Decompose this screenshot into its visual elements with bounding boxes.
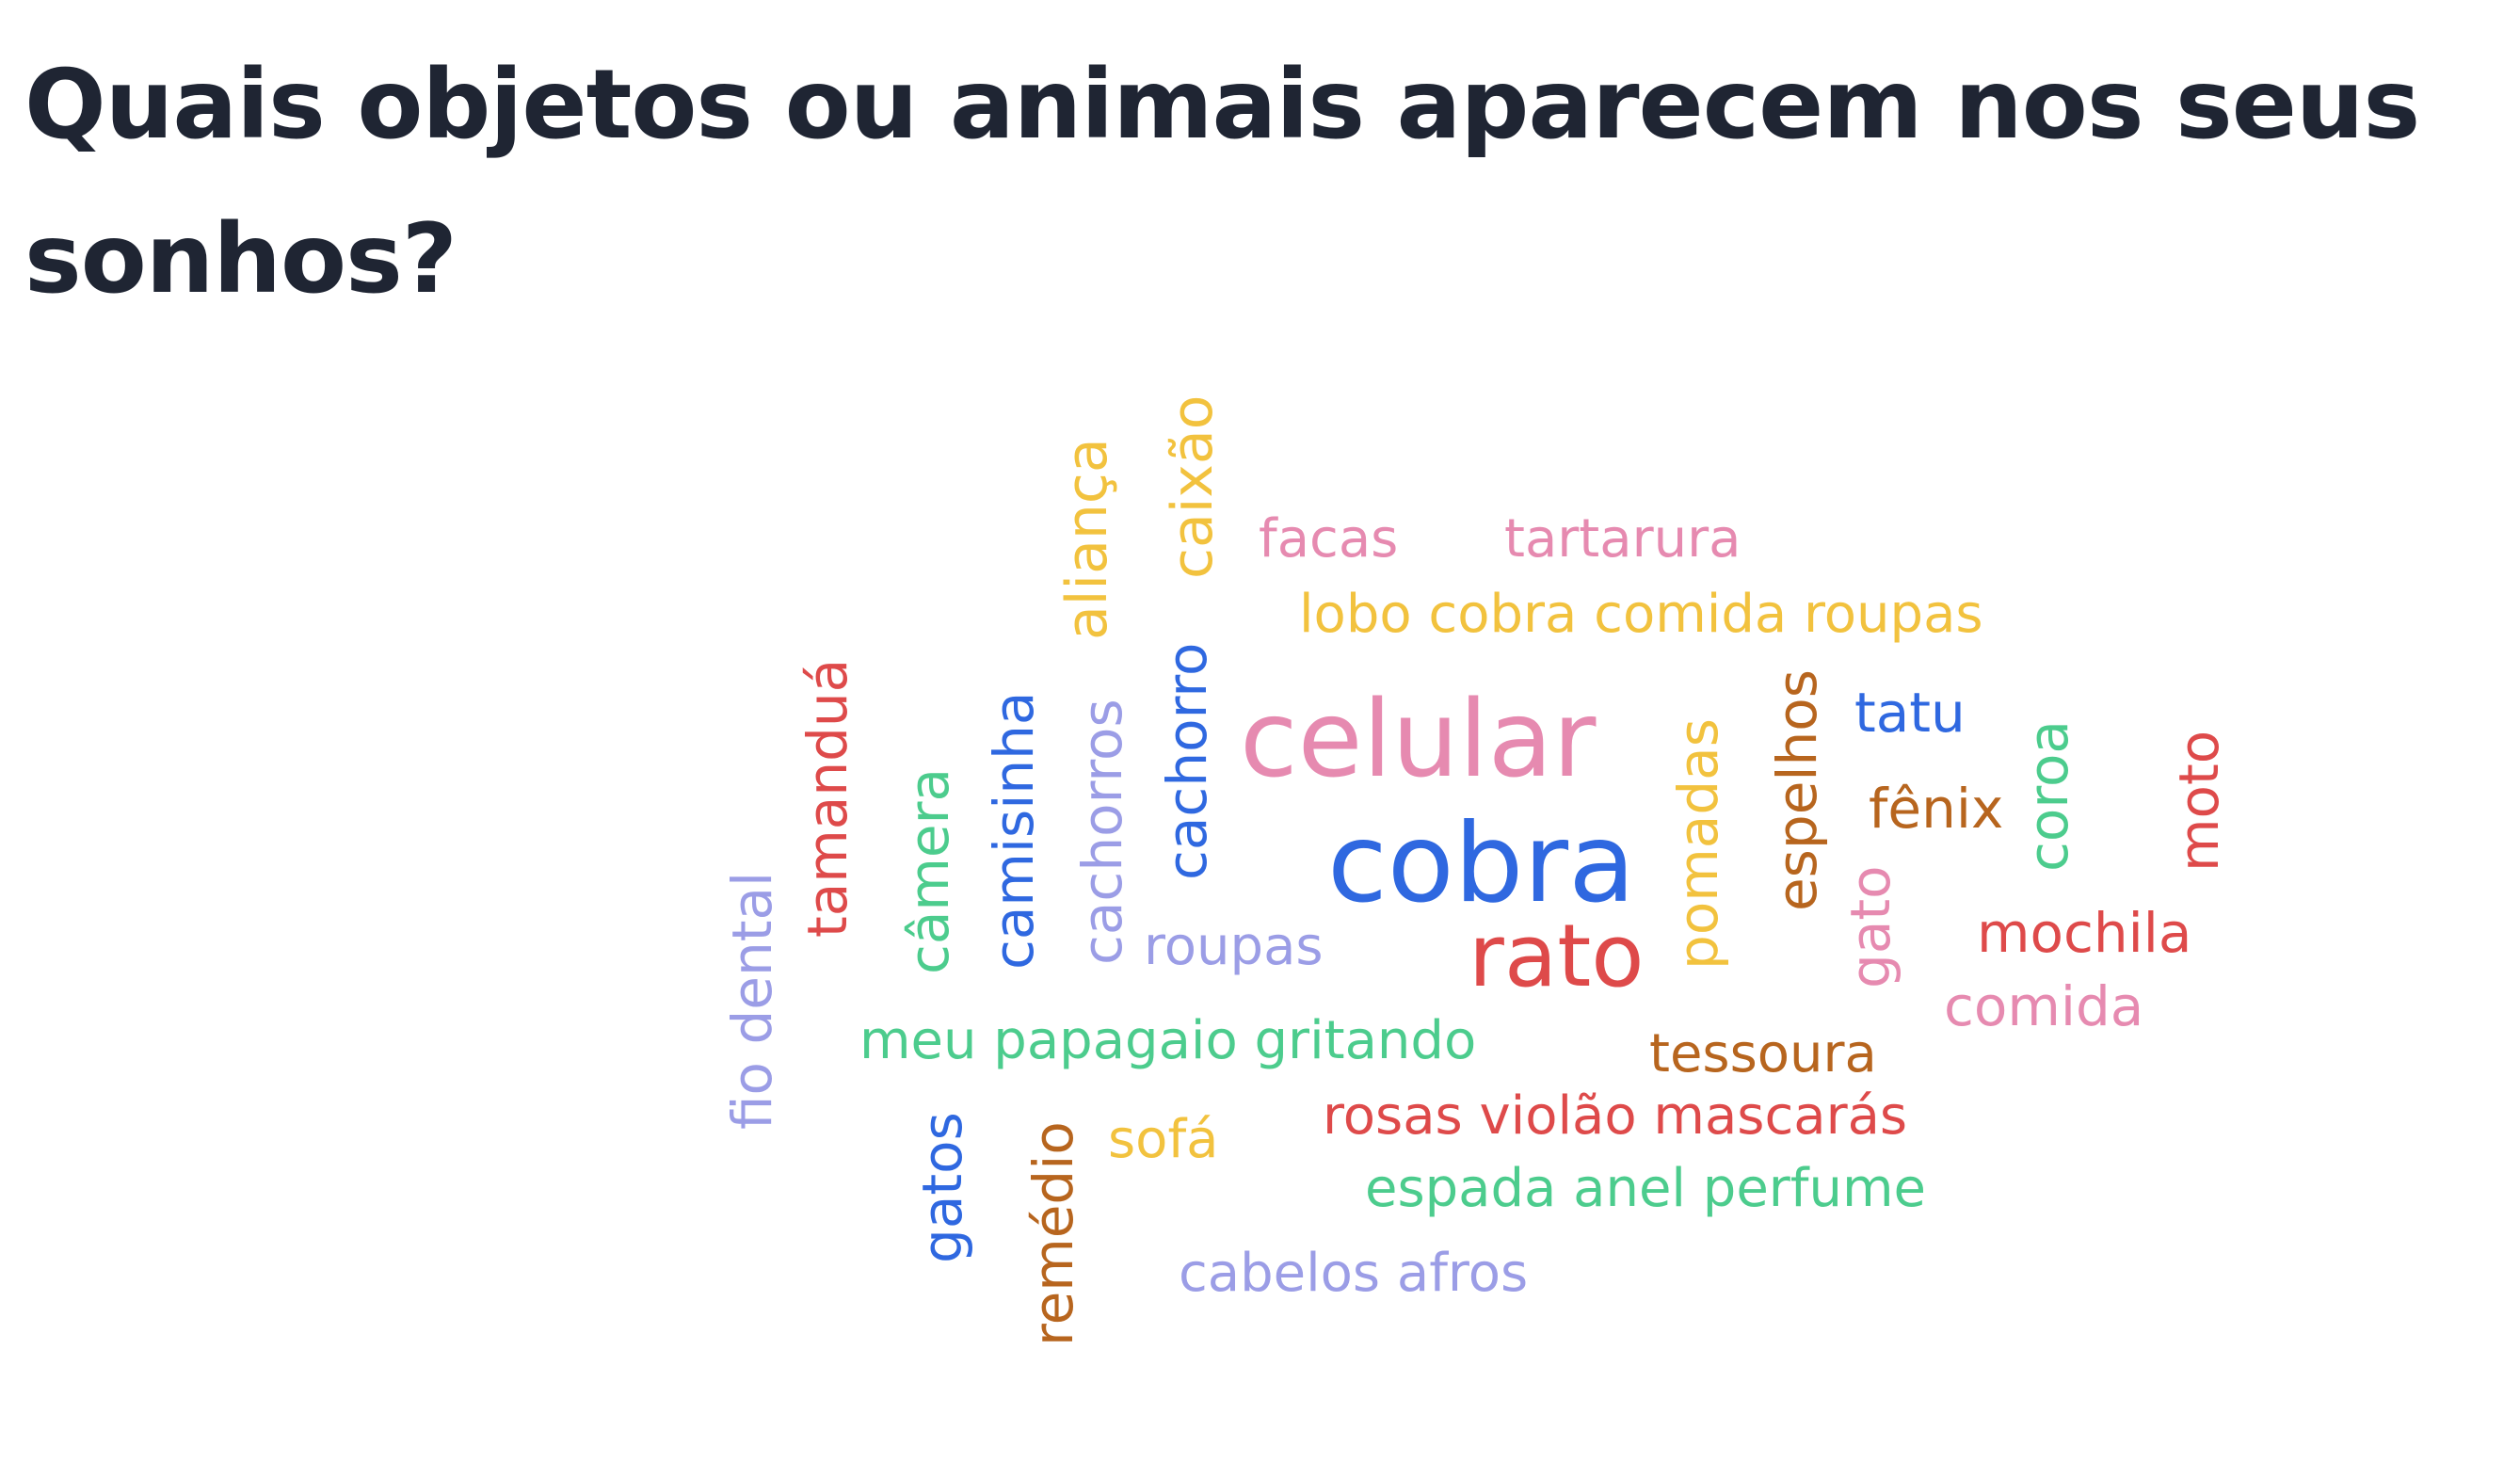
word-rato: rato: [1469, 906, 1645, 1006]
word-caixao: caixão: [1160, 394, 1226, 579]
word-sofa: sofá: [1108, 1109, 1219, 1170]
word-facas: facas: [1259, 508, 1399, 570]
word-roupas: roupas: [1144, 916, 1324, 977]
word-tamandua: tamanduá: [795, 658, 859, 938]
word-gato: gato: [1838, 865, 1902, 988]
word-fenix: fênix: [1869, 777, 2004, 841]
word-cachorro: cachorro: [1155, 642, 1219, 880]
word-tartarura: tartarura: [1504, 508, 1742, 570]
word-pomadas: pomadas: [1666, 718, 1730, 970]
word-meu-papagaio-gritando: meu papagaio gritando: [859, 1010, 1477, 1071]
word-cachorros: cachorros: [1070, 699, 1134, 965]
word-coroa: coroa: [2016, 720, 2080, 872]
word-remedio: remédio: [1021, 1121, 1085, 1346]
word-cobra: cobra: [1327, 800, 1636, 927]
word-moto: moto: [2167, 730, 2231, 872]
word-lobo-cobra-comida-roupas: lobo cobra comida roupas: [1299, 584, 1983, 645]
word-camisinha: camisinha: [982, 691, 1046, 970]
word-fio-dental: fio dental: [720, 871, 784, 1130]
word-cabelos-afros: cabelos afros: [1179, 1243, 1529, 1304]
word-mochila: mochila: [1977, 901, 2192, 965]
word-rosas-violao-mascaras: rosas violão mascarás: [1323, 1085, 1908, 1147]
word-alianca: aliança: [1054, 438, 1120, 640]
word-comida: comida: [1944, 974, 2144, 1038]
word-gatos: gatos: [910, 1112, 974, 1263]
word-celular: celular: [1240, 679, 1597, 801]
word-camera: câmera: [897, 767, 961, 974]
word-espelhos: espelhos: [1765, 669, 1829, 911]
word-tatu: tatu: [1854, 681, 1966, 745]
page-title: Quais objetos ou animais aparecem nos se…: [24, 49, 2420, 315]
word-tessoura: tessoura: [1649, 1023, 1877, 1084]
word-espada-anel-perfume: espada anel perfume: [1365, 1158, 1927, 1219]
